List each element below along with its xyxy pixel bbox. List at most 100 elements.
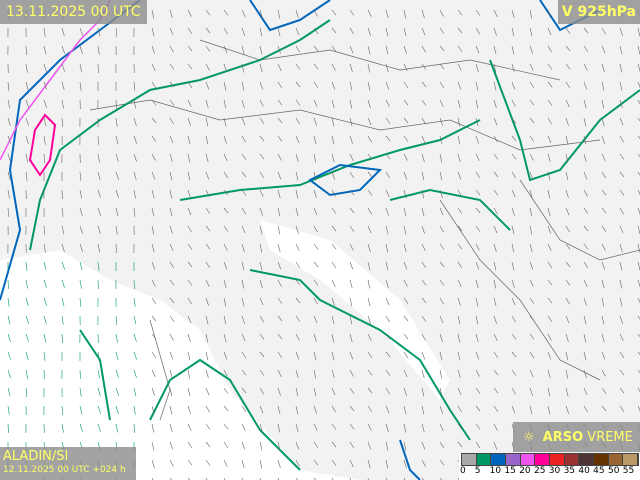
wind-barb xyxy=(187,423,192,431)
wind-barb xyxy=(601,135,605,144)
wind-barb xyxy=(241,27,245,36)
wind-barb xyxy=(259,315,264,323)
wind-barb xyxy=(367,279,371,289)
wind-barb xyxy=(205,207,211,214)
wind-barb xyxy=(367,333,372,341)
wind-barb xyxy=(475,315,479,325)
wind-barb xyxy=(277,477,280,480)
wind-barb xyxy=(475,297,479,307)
wind-barb xyxy=(439,369,443,379)
wind-barb xyxy=(421,315,427,322)
wind-barb xyxy=(7,369,11,378)
model-run: 12.11.2025 00 UTC +024 h xyxy=(3,465,126,475)
wind-barb xyxy=(79,387,82,397)
wind-barb xyxy=(403,477,406,480)
wind-barb xyxy=(151,351,157,359)
wind-barb xyxy=(223,135,227,144)
wind-barb xyxy=(295,351,300,360)
wind-barb xyxy=(205,117,209,127)
wind-barb xyxy=(331,405,336,413)
wind-barb xyxy=(115,189,119,198)
wind-barb xyxy=(367,207,372,215)
wind-barb xyxy=(205,243,211,250)
wind-barb xyxy=(169,171,173,181)
wind-barb xyxy=(331,459,337,466)
wind-barb xyxy=(43,225,46,235)
wind-barb xyxy=(295,333,300,341)
wind-barb xyxy=(169,81,175,88)
wind-barb xyxy=(79,405,83,415)
wind-barb xyxy=(619,45,623,55)
wind-barb xyxy=(547,27,552,36)
wind-barb xyxy=(187,279,193,286)
wind-barb xyxy=(529,243,533,253)
wind-barb xyxy=(349,261,354,270)
wind-barb xyxy=(457,63,462,71)
wind-barb xyxy=(457,9,463,16)
wind-barb xyxy=(439,261,445,268)
wind-barb xyxy=(565,171,569,181)
wind-barb xyxy=(583,81,588,90)
wind-barb xyxy=(529,135,535,142)
wind-barb xyxy=(169,243,174,251)
wind-barb xyxy=(439,99,444,107)
wind-barb xyxy=(277,225,281,235)
wind-barb xyxy=(583,369,587,378)
wind-barb xyxy=(313,9,318,17)
wind-barb xyxy=(619,351,625,358)
wind-barb xyxy=(79,45,83,54)
wind-barb xyxy=(475,207,481,214)
wind-barb xyxy=(241,9,246,17)
wind-barb xyxy=(619,387,625,394)
wind-barb xyxy=(313,45,319,52)
wind-barb xyxy=(529,279,534,287)
wind-barb xyxy=(313,243,319,250)
wind-barb xyxy=(295,225,299,234)
wind-barb xyxy=(133,171,137,181)
wind-barb xyxy=(295,63,301,70)
wind-barb xyxy=(349,297,353,307)
wind-barb xyxy=(97,423,101,432)
legend-swatch xyxy=(462,454,477,465)
wind-barb xyxy=(493,171,499,178)
wind-barb xyxy=(601,99,605,109)
wind-barb xyxy=(313,63,319,70)
wind-barb xyxy=(223,351,228,360)
wind-barb xyxy=(295,459,300,467)
wind-barb xyxy=(619,333,624,341)
wind-barb xyxy=(223,279,227,289)
wind-barb xyxy=(151,9,155,19)
wind-barb xyxy=(151,243,155,253)
color-legend: 0 5 10 15 20 25 30 35 40 45 50 55 xyxy=(459,453,640,480)
wind-barb xyxy=(529,351,535,359)
wind-barb xyxy=(583,387,588,396)
wind-barb xyxy=(619,81,623,91)
wind-barbs xyxy=(7,9,640,480)
wind-barb xyxy=(151,405,155,415)
wind-barb xyxy=(601,45,606,54)
wind-barb xyxy=(61,423,64,433)
wind-barb xyxy=(493,81,497,91)
legend-tick: 35 xyxy=(563,466,576,476)
wind-barb xyxy=(583,225,589,232)
wind-barb xyxy=(25,117,29,126)
wind-barb xyxy=(637,207,640,215)
wind-barb xyxy=(133,387,137,397)
wind-barb xyxy=(277,441,281,451)
wind-barb xyxy=(439,279,445,286)
legend-swatch xyxy=(594,454,609,465)
wind-barb xyxy=(457,405,462,413)
wind-barb xyxy=(493,387,499,394)
wind-barb xyxy=(259,81,264,90)
wind-barb xyxy=(439,135,443,145)
wind-barb xyxy=(205,423,211,430)
wind-barb xyxy=(295,189,299,199)
wind-barb xyxy=(457,423,463,430)
wind-barb xyxy=(295,171,299,181)
wind-contour-5 xyxy=(29,19,640,471)
wind-barb xyxy=(205,135,209,145)
wind-barb xyxy=(511,135,517,142)
wind-barb xyxy=(223,45,228,54)
wind-barb xyxy=(457,351,461,361)
wind-barb xyxy=(295,369,299,379)
